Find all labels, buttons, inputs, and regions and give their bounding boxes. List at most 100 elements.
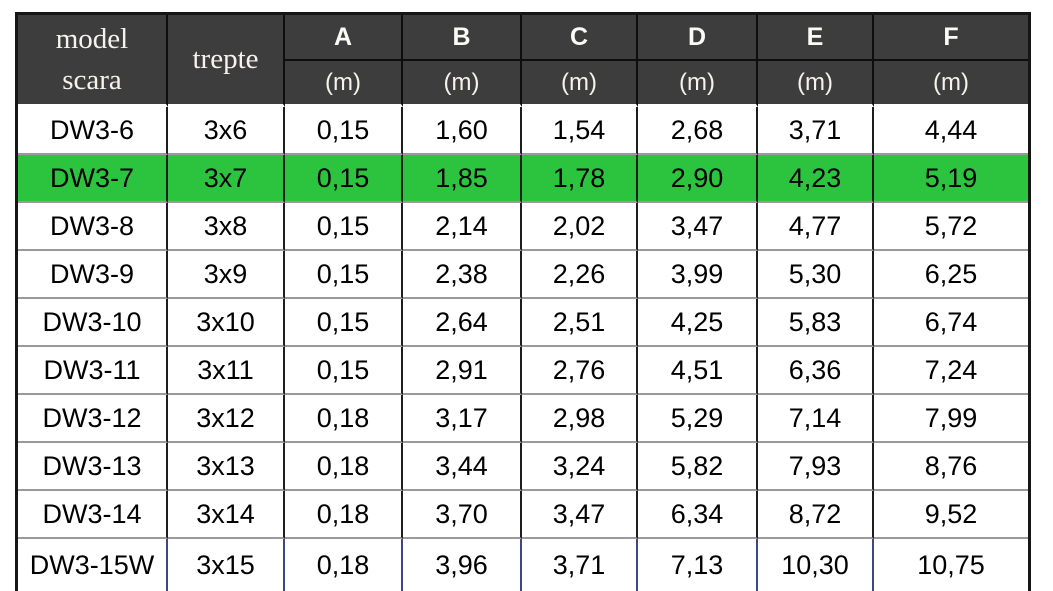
value-cell-b: 2,64	[403, 299, 522, 347]
value-cell-e: 8,72	[758, 491, 874, 539]
value-cell-a: 0,15	[285, 107, 403, 155]
value-cell-b: 1,85	[403, 155, 522, 203]
value-cell-e: 4,23	[758, 155, 874, 203]
value-cell-f: 6,25	[874, 251, 1028, 299]
value-cell-f: 4,44	[874, 107, 1028, 155]
header-col-f: F	[874, 15, 1028, 61]
value-cell-d: 3,47	[638, 203, 758, 251]
model-cell: DW3-13	[18, 443, 168, 491]
model-cell: DW3-12	[18, 395, 168, 443]
table-row-highlighted: DW3-7 3x7 0,15 1,85 1,78 2,90 4,23 5,19	[18, 155, 1028, 203]
value-cell-c: 1,54	[522, 107, 638, 155]
header-unit-c: (m)	[522, 61, 638, 107]
value-cell-f: 7,24	[874, 347, 1028, 395]
value-cell-e: 7,93	[758, 443, 874, 491]
header-col-c: C	[522, 15, 638, 61]
value-cell-d: 2,68	[638, 107, 758, 155]
ladder-spec-table: model scara trepte A B C D E F (m) (m) (…	[18, 15, 1028, 591]
value-cell-d: 4,25	[638, 299, 758, 347]
model-cell: DW3-11	[18, 347, 168, 395]
value-cell-d: 5,82	[638, 443, 758, 491]
value-cell-f: 8,76	[874, 443, 1028, 491]
value-cell-f: 5,19	[874, 155, 1028, 203]
value-cell-f: 6,74	[874, 299, 1028, 347]
value-cell-c: 2,98	[522, 395, 638, 443]
table-row: DW3-8 3x8 0,15 2,14 2,02 3,47 4,77 5,72	[18, 203, 1028, 251]
steps-cell: 3x13	[168, 443, 285, 491]
header-col-e: E	[758, 15, 874, 61]
model-cell: DW3-15W	[18, 539, 168, 591]
value-cell-c: 2,26	[522, 251, 638, 299]
value-cell-e: 5,30	[758, 251, 874, 299]
value-cell-a: 0,15	[285, 203, 403, 251]
value-cell-e: 10,30	[758, 539, 874, 591]
value-cell-e: 3,71	[758, 107, 874, 155]
value-cell-f: 9,52	[874, 491, 1028, 539]
table-row: DW3-6 3x6 0,15 1,60 1,54 2,68 3,71 4,44	[18, 107, 1028, 155]
table-row: DW3-12 3x12 0,18 3,17 2,98 5,29 7,14 7,99	[18, 395, 1028, 443]
header-unit-a: (m)	[285, 61, 403, 107]
value-cell-b: 2,38	[403, 251, 522, 299]
value-cell-d: 2,90	[638, 155, 758, 203]
value-cell-c: 3,71	[522, 539, 638, 591]
table-row: DW3-13 3x13 0,18 3,44 3,24 5,82 7,93 8,76	[18, 443, 1028, 491]
table-row: DW3-10 3x10 0,15 2,64 2,51 4,25 5,83 6,74	[18, 299, 1028, 347]
header-col-d: D	[638, 15, 758, 61]
table-header: model scara trepte A B C D E F (m) (m) (…	[18, 15, 1028, 107]
value-cell-b: 3,44	[403, 443, 522, 491]
table-row: DW3-11 3x11 0,15 2,91 2,76 4,51 6,36 7,24	[18, 347, 1028, 395]
steps-cell: 3x15	[168, 539, 285, 591]
value-cell-d: 5,29	[638, 395, 758, 443]
table-row: DW3-15W 3x15 0,18 3,96 3,71 7,13 10,30 10,75	[18, 539, 1028, 591]
value-cell-f: 10,75	[874, 539, 1028, 591]
steps-cell: 3x6	[168, 107, 285, 155]
steps-cell: 3x9	[168, 251, 285, 299]
model-cell: DW3-8	[18, 203, 168, 251]
model-cell: DW3-10	[18, 299, 168, 347]
value-cell-d: 6,34	[638, 491, 758, 539]
value-cell-e: 6,36	[758, 347, 874, 395]
steps-cell: 3x10	[168, 299, 285, 347]
steps-cell: 3x12	[168, 395, 285, 443]
value-cell-d: 7,13	[638, 539, 758, 591]
value-cell-b: 1,60	[403, 107, 522, 155]
value-cell-b: 3,96	[403, 539, 522, 591]
value-cell-b: 2,14	[403, 203, 522, 251]
value-cell-a: 0,15	[285, 299, 403, 347]
value-cell-c: 2,76	[522, 347, 638, 395]
model-cell: DW3-6	[18, 107, 168, 155]
value-cell-c: 2,02	[522, 203, 638, 251]
model-cell: DW3-7	[18, 155, 168, 203]
ladder-spec-table-container: model scara trepte A B C D E F (m) (m) (…	[15, 12, 1031, 591]
header-unit-f: (m)	[874, 61, 1028, 107]
header-unit-e: (m)	[758, 61, 874, 107]
table-body: DW3-6 3x6 0,15 1,60 1,54 2,68 3,71 4,44 DW3-7 3x7…	[18, 107, 1028, 591]
value-cell-e: 5,83	[758, 299, 874, 347]
table-row: DW3-14 3x14 0,18 3,70 3,47 6,34 8,72 9,52	[18, 491, 1028, 539]
value-cell-c: 2,51	[522, 299, 638, 347]
value-cell-f: 7,99	[874, 395, 1028, 443]
header-row-units: (m) (m) (m) (m) (m) (m)	[18, 61, 1028, 107]
value-cell-e: 4,77	[758, 203, 874, 251]
value-cell-f: 5,72	[874, 203, 1028, 251]
value-cell-c: 3,24	[522, 443, 638, 491]
header-unit-b: (m)	[403, 61, 522, 107]
header-col-a: A	[285, 15, 403, 61]
value-cell-a: 0,15	[285, 155, 403, 203]
value-cell-b: 3,17	[403, 395, 522, 443]
header-row-labels: model scara trepte A B C D E F	[18, 15, 1028, 107]
value-cell-a: 0,18	[285, 491, 403, 539]
steps-cell: 3x11	[168, 347, 285, 395]
steps-cell: 3x7	[168, 155, 285, 203]
value-cell-c: 1,78	[522, 155, 638, 203]
model-cell: DW3-14	[18, 491, 168, 539]
value-cell-d: 4,51	[638, 347, 758, 395]
value-cell-b: 2,91	[403, 347, 522, 395]
header-model-scara: model scara	[18, 15, 168, 107]
value-cell-a: 0,15	[285, 251, 403, 299]
model-cell: DW3-9	[18, 251, 168, 299]
value-cell-a: 0,18	[285, 395, 403, 443]
header-col-b: B	[403, 15, 522, 61]
value-cell-b: 3,70	[403, 491, 522, 539]
